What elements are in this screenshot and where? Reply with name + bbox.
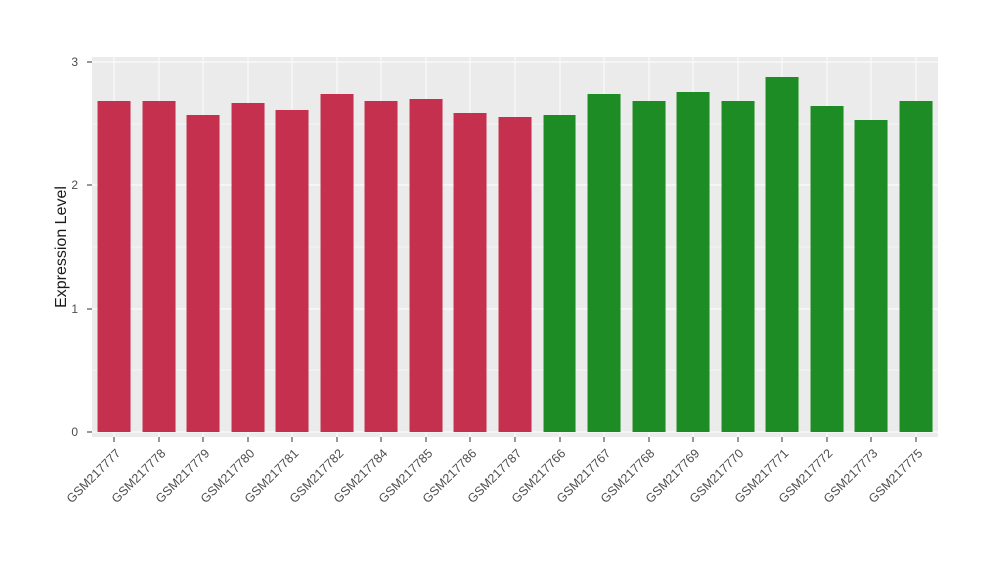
bar-GSM217773 — [854, 119, 888, 433]
x-tick-mark — [158, 437, 160, 442]
bar-GSM217781 — [275, 110, 309, 433]
x-tick-mark — [648, 437, 650, 442]
y-tick-mark — [87, 431, 92, 433]
x-tick-mark — [380, 437, 382, 442]
x-tick-mark — [469, 437, 471, 442]
bar-GSM217770 — [721, 101, 755, 433]
bar-GSM217780 — [231, 102, 265, 433]
x-tick-mark — [425, 437, 427, 442]
bar-GSM217775 — [899, 101, 933, 433]
bar-GSM217777 — [97, 101, 131, 433]
bar-GSM217767 — [587, 94, 621, 433]
y-tick-mark — [87, 184, 92, 186]
x-axis-ticks — [92, 437, 938, 442]
bar-GSM217779 — [186, 115, 220, 433]
x-tick-mark — [113, 437, 115, 442]
x-tick-mark — [202, 437, 204, 442]
plot-panel — [92, 57, 938, 437]
bar-GSM217768 — [632, 101, 666, 433]
bar-GSM217785 — [409, 98, 443, 433]
x-axis-labels: GSM217777 GSM217778 GSM217779 GSM217780 GSM2… — [64, 446, 938, 557]
x-tick-mark — [291, 437, 293, 442]
bar-GSM217771 — [765, 76, 799, 433]
bar-GSM217787 — [498, 117, 532, 433]
y-tick-mark — [87, 61, 92, 63]
bar-GSM217772 — [810, 106, 844, 433]
x-tick-mark — [514, 437, 516, 442]
x-tick-mark — [737, 437, 739, 442]
y-axis-labels: 0 1 2 3 — [0, 54, 84, 440]
y-tick-label: 1 — [71, 301, 78, 316]
x-tick-mark — [692, 437, 694, 442]
bar-GSM217782 — [320, 94, 354, 433]
x-tick-mark — [826, 437, 828, 442]
bar-GSM217786 — [454, 112, 487, 433]
bar-GSM217769 — [676, 91, 710, 433]
x-tick-mark — [603, 437, 605, 442]
x-tick-mark — [915, 437, 917, 442]
y-tick-label: 3 — [71, 54, 78, 69]
y-tick-mark — [87, 308, 92, 310]
x-tick-mark — [247, 437, 249, 442]
x-tick-mark — [870, 437, 872, 442]
x-tick-mark — [559, 437, 561, 442]
y-tick-label: 2 — [71, 178, 78, 193]
x-tick-mark — [336, 437, 338, 442]
bar-GSM217778 — [142, 101, 176, 433]
y-axis-ticks — [87, 57, 92, 437]
x-tick-mark — [781, 437, 783, 442]
bar-GSM217766 — [543, 115, 576, 433]
y-tick-label: 0 — [71, 425, 78, 440]
bar-GSM217784 — [364, 101, 398, 433]
